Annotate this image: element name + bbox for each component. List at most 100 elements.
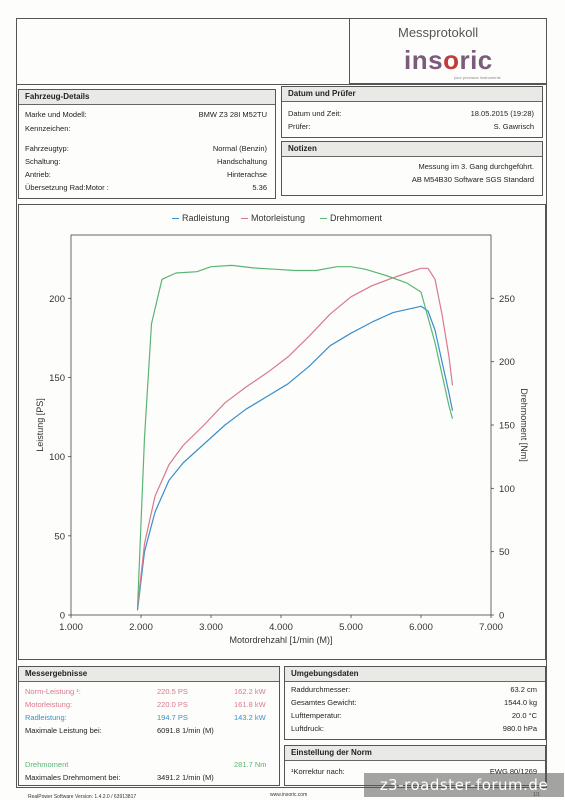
- note-line: AB M54B30 Software SGS Standard: [411, 175, 534, 184]
- date-tester-panel: Datum und Prüfer Datum und Zeit: 18.05.20…: [281, 86, 543, 138]
- notes-panel: Notizen Messung im 3. Gang durchgeführt.…: [281, 141, 543, 196]
- date-label: Datum und Zeit:: [288, 109, 342, 118]
- x-tick-label: 6.000: [409, 622, 433, 633]
- y-tick-label: 200: [49, 294, 65, 305]
- y2-tick-label: 250: [499, 294, 515, 305]
- tester-label: Prüfer:: [288, 122, 311, 131]
- y-tick-label: 50: [54, 531, 65, 542]
- norm-value: EWG 80/1269: [489, 767, 537, 776]
- vehicle-row-value: Hinterachse: [226, 170, 267, 179]
- env-value: 63.2 cm: [510, 685, 537, 694]
- x-tick-label: 5.000: [339, 622, 363, 633]
- power-torque-chart: 1.000 2.000 3.000 4.000 5.000 6.000 7.00005010…: [35, 234, 529, 645]
- vehicle-details-panel: Fahrzeug-Details Marke und Modell: BMW Z3…: [18, 89, 276, 199]
- y2-tick-label: 200: [499, 357, 515, 368]
- y-tick-label: 0: [60, 611, 65, 622]
- env-row: Luftdruck: 980.0 hPa: [291, 723, 537, 734]
- vehicle-row: Marke und Modell: BMW Z3 28I M52TU: [25, 109, 267, 120]
- vehicle-details-heading: Fahrzeug-Details: [19, 90, 275, 105]
- legend-item-drehmoment: Drehmoment: [320, 213, 382, 223]
- date-value: 18.05.2015 (19:28): [470, 109, 534, 118]
- vehicle-row-label: Marke und Modell:: [25, 110, 87, 119]
- legend-swatch: [241, 217, 248, 220]
- env-value: 1544.0 kg: [504, 698, 537, 707]
- env-label: Lufttemperatur:: [291, 711, 342, 720]
- vehicle-row: Fahrzeugtyp: Normal (Benzin): [25, 143, 267, 154]
- brand-logo-accent: o: [443, 45, 460, 75]
- protocol-title: Messprotokoll: [398, 25, 479, 40]
- series-line-motorleistung: [136, 267, 454, 608]
- env-row: Lufttemperatur: 20.0 °C: [291, 710, 537, 721]
- vehicle-row: Kennzeichen:: [25, 123, 267, 134]
- result-row-wheel: Radleistung:: [25, 712, 67, 723]
- watermark: z3-roadster-forum.de: [364, 773, 564, 797]
- x-axis-label: Motordrehzahl [1/min (M)]: [229, 635, 332, 645]
- vehicle-row: Schaltung: Handschaltung: [25, 156, 267, 167]
- vehicle-row-label: Schaltung:: [25, 157, 61, 166]
- result-label: Norm-Leistung ¹:: [25, 687, 81, 696]
- environment-heading: Umgebungsdaten: [285, 667, 545, 682]
- env-label: Luftdruck:: [291, 724, 324, 733]
- notes-heading: Notizen: [282, 142, 542, 157]
- x-tick-label: 2.000: [129, 622, 153, 633]
- legend-label: Drehmoment: [330, 213, 383, 223]
- date-row: Datum und Zeit: 18.05.2015 (19:28): [288, 108, 534, 119]
- footer-url[interactable]: www.insoric.com: [270, 792, 308, 798]
- logo-box: Messprotokoll insoric your precision ins…: [349, 18, 547, 84]
- x-tick-label: 3.000: [199, 622, 223, 633]
- series-line-radleistung: [136, 305, 454, 611]
- vehicle-row-label: Kennzeichen:: [25, 124, 71, 133]
- result-row-norm: Norm-Leistung ¹:: [25, 686, 81, 697]
- norm-panel: Einstellung der Norm ¹Korrektur nach: EWG…: [284, 745, 546, 786]
- note-line: Messung im 3. Gang durchgeführt.: [418, 162, 534, 171]
- date-tester-heading: Datum und Prüfer: [282, 87, 542, 102]
- tester-value: S. Gawrisch: [493, 122, 534, 131]
- brand-logo: insoric: [404, 45, 493, 76]
- env-row: Raddurchmesser: 63.2 cm: [291, 684, 537, 695]
- env-row: Gesamtes Gewicht: 1544.0 kg: [291, 697, 537, 708]
- env-value: 980.0 hPa: [502, 724, 537, 733]
- series-line-drehmoment: [136, 264, 454, 609]
- legend-item-radleistung: Radleistung: [172, 213, 230, 223]
- y2-tick-label: 150: [499, 421, 515, 432]
- y-tick-label: 150: [49, 373, 65, 384]
- brand-logo-left: ins: [404, 45, 444, 75]
- legend-label: Motorleistung: [251, 213, 306, 223]
- vehicle-row-value: BMW Z3 28I M52TU: [198, 110, 267, 119]
- y-axis-label: Leistung [PS]: [35, 398, 45, 452]
- x-tick-label: 1.000: [59, 622, 83, 633]
- legend-swatch: [172, 217, 179, 220]
- vehicle-row-value: Handschaltung: [216, 157, 267, 166]
- header-divider: [16, 84, 547, 85]
- max-torque-value: 3491.2 1/min (M): [157, 773, 214, 782]
- vehicle-row-value: Normal (Benzin): [212, 144, 267, 153]
- vehicle-row-value: 5.36: [252, 183, 267, 192]
- torque-label: Drehmoment: [25, 760, 69, 769]
- result-kw: 161.8 kW: [234, 700, 266, 709]
- legend-item-motorleistung: Motorleistung: [241, 213, 305, 223]
- result-kw: 143.2 kW: [234, 713, 266, 722]
- x-tick-label: 4.000: [269, 622, 293, 633]
- results-panel: Messergebnisse Norm-Leistung ¹: 220.5 PS…: [18, 666, 280, 786]
- vehicle-row: Antrieb: Hinterachse: [25, 169, 267, 180]
- env-value: 20.0 °C: [511, 711, 537, 720]
- max-power-value: 6091.8 1/min (M): [157, 726, 214, 735]
- brand-logo-right: ric: [459, 45, 493, 75]
- y-tick-label: 100: [49, 452, 65, 463]
- norm-label: ¹Korrektur nach:: [291, 767, 345, 776]
- results-heading: Messergebnisse: [19, 667, 279, 682]
- legend-label: Radleistung: [182, 213, 230, 223]
- env-label: Raddurchmesser:: [291, 685, 351, 694]
- y2-axis-label: Drehmoment [Nm]: [519, 388, 529, 462]
- result-ps: 220.5 PS: [157, 687, 188, 696]
- result-ps: 194.7 PS: [157, 713, 188, 722]
- max-torque-label: Maximales Drehmoment bei:: [25, 773, 121, 782]
- vehicle-row-label: Fahrzeugtyp:: [25, 144, 69, 153]
- result-kw: 162.2 kW: [234, 687, 266, 696]
- env-label: Gesamtes Gewicht:: [291, 698, 357, 707]
- page-frame: [16, 18, 547, 788]
- chart-panel: Radleistung Motorleistung Drehmoment 1.0…: [18, 204, 546, 660]
- y2-tick-label: 0: [499, 611, 504, 622]
- result-label: Motorleistung:: [25, 700, 73, 709]
- y2-tick-label: 50: [499, 547, 510, 558]
